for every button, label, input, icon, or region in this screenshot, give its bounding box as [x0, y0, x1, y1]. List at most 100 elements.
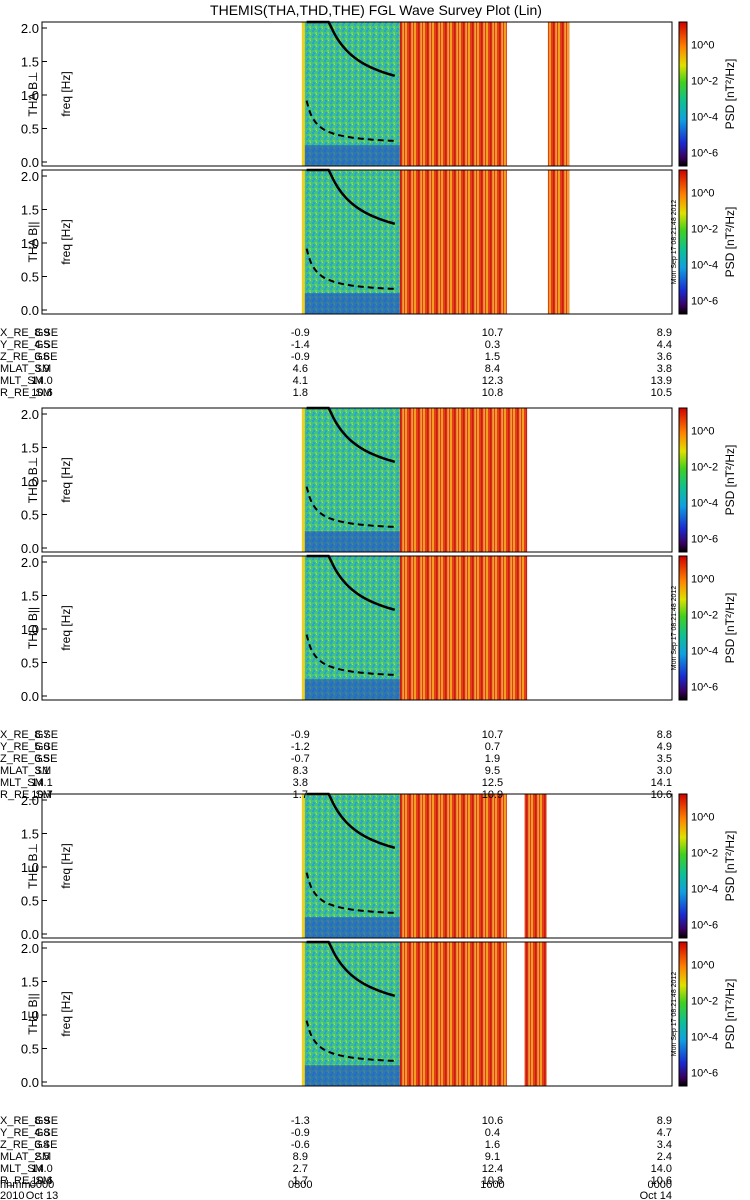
panel-frame — [41, 555, 673, 701]
ephemeris-value: 12.4 — [482, 1163, 503, 1175]
ephemeris-row-label: Z_RE_GSE — [0, 1139, 57, 1151]
panel-frame — [41, 169, 673, 315]
ephemeris-value: 1.7 — [293, 789, 308, 801]
colorbar-tick-label: 10^-6 — [691, 682, 718, 694]
ytick-label: 1.5 — [21, 441, 39, 456]
colorbar-label: PSD [nT²/Hz] — [723, 445, 737, 516]
ephemeris-value: 10.6 — [651, 789, 672, 801]
ytick-label: 1.5 — [21, 589, 39, 604]
ephemeris-value: 2.7 — [293, 1163, 308, 1175]
colorbar-tick-label: 10^-2 — [691, 848, 718, 860]
ephemeris-value: 3.8 — [293, 777, 308, 789]
ephemeris-value: 10.6 — [31, 1175, 52, 1187]
ytick-label: 0.5 — [21, 1042, 39, 1057]
ephemeris-value: 10.7 — [31, 789, 52, 801]
ytick-label: 1.5 — [21, 55, 39, 70]
ephemeris-value: 4.1 — [293, 375, 308, 387]
panel-label: THE B|| — [26, 993, 40, 1035]
freq-axis-label: freq [Hz] — [59, 71, 73, 116]
ephemeris-value: 9.1 — [485, 1151, 500, 1163]
colorbar-tick-label: 10^-4 — [691, 260, 718, 272]
ephemeris-value: 4.8 — [34, 1127, 49, 1139]
cyclotron-curve-dashed — [305, 100, 395, 142]
ephemeris-value: 10.8 — [482, 387, 503, 399]
ephemeris-value: 8.9 — [293, 1151, 308, 1163]
ephemeris-row-label: Y_RE_GSE — [0, 741, 58, 753]
data-edge — [301, 170, 305, 314]
ephemeris-value: 3.4 — [34, 1139, 49, 1151]
ytick-label: 0.0 — [21, 927, 39, 942]
ephemeris-value: -0.9 — [291, 729, 310, 741]
data-edge — [301, 556, 305, 700]
hhmm-label: hhmm — [0, 1179, 31, 1191]
time-tick-label: 1600 — [480, 1179, 504, 1191]
ytick-label: 0.0 — [21, 155, 39, 170]
ephemeris-value: 10.6 — [482, 1115, 503, 1127]
ytick-label: 2.0 — [21, 941, 39, 956]
panel-the-bperp: 0.0 0.5 1.0 1.5 2.0 THE B⊥ freq [Hz] 10^-6 10^-4… — [21, 792, 737, 942]
ephemeris-value: 8.9 — [34, 1115, 49, 1127]
ephemeris-row-label: Y_RE_GSE — [0, 1127, 58, 1139]
data-edge — [301, 22, 305, 166]
ephemeris-value: -0.9 — [291, 1127, 310, 1139]
ephemeris-row-label: R_RE_SM — [0, 1175, 52, 1187]
cyclotron-curve-dashed — [305, 248, 395, 290]
ephemeris-value: -0.9 — [291, 327, 310, 339]
colorbar-tick-label: 10^-6 — [691, 148, 718, 160]
colorbar-tick-label: 10^-6 — [691, 1068, 718, 1080]
ephemeris-value: 10.5 — [651, 387, 672, 399]
ephemeris-value: -0.6 — [291, 1139, 310, 1151]
freq-axis-label: freq [Hz] — [59, 605, 73, 650]
ephemeris-value: 3.6 — [657, 351, 672, 363]
spectrogram-quiet-region — [302, 556, 400, 700]
colorbar — [678, 555, 688, 701]
ephemeris-value: 4.7 — [657, 1127, 672, 1139]
colorbar-tick-label: 10^-2 — [691, 76, 718, 88]
colorbar-tick-label: 10^-4 — [691, 498, 718, 510]
panel-thd-bpar: 0.0 0.5 1.0 1.5 2.0 THD B|| freq [Hz] 10^-6 10^-… — [21, 554, 737, 704]
ephemeris-value: 0.4 — [485, 1127, 500, 1139]
ephemeris-row-label: Y_RE_GSE — [0, 339, 58, 351]
ephemeris-value: 10.6 — [651, 1175, 672, 1187]
ephemeris-value: 10.9 — [482, 789, 503, 801]
colorbar-tick-label: 10^0 — [691, 426, 715, 438]
panel-label: THD B|| — [26, 607, 40, 649]
ephemeris-value: 10.7 — [482, 327, 503, 339]
ephemeris-value: 3.1 — [34, 765, 49, 777]
spectrogram-active-region — [524, 942, 547, 1086]
colorbar-tick-label: 10^-4 — [691, 112, 718, 124]
ytick-label: 0.0 — [21, 1075, 39, 1090]
ytick-label: 0.5 — [21, 656, 39, 671]
ephemeris-value: 9.5 — [485, 765, 500, 777]
ephemeris-value: 3.9 — [34, 363, 49, 375]
ephemeris-value: -1.2 — [291, 741, 310, 753]
colorbar-tick-label: 10^-6 — [691, 296, 718, 308]
ytick-label: 1.0 — [21, 860, 39, 875]
colorbar — [678, 407, 688, 553]
ephemeris-value: 1.8 — [293, 387, 308, 399]
ephemeris-value: 13.9 — [651, 375, 672, 387]
panel-label: THE B⊥ — [26, 843, 40, 889]
colorbar-tick-label: 10^-4 — [691, 1032, 718, 1044]
ephemeris-value: 4.5 — [34, 339, 49, 351]
spectrogram-active-region — [399, 556, 528, 700]
ytick-label: 1.5 — [21, 975, 39, 990]
ephemeris-value: -1.4 — [291, 339, 310, 351]
ytick-label: 1.0 — [21, 622, 39, 637]
panel-label: THA B⊥ — [26, 71, 40, 116]
ephemeris-row-label: MLAT_SM — [0, 1151, 51, 1163]
ephemeris-value: -1.3 — [291, 1115, 310, 1127]
start-date-label: Oct 13 — [26, 1190, 58, 1200]
spectrogram-active-region — [399, 22, 507, 166]
ephemeris-value: 4.9 — [657, 741, 672, 753]
ephemeris-value: 14.1 — [651, 777, 672, 789]
colorbar-tick-label: 10^-4 — [691, 646, 718, 658]
ephemeris-value: 14.0 — [651, 1163, 672, 1175]
cyclotron-curve-dashed — [305, 634, 395, 676]
colorbar-label: PSD [nT²/Hz] — [723, 207, 737, 278]
ytick-label: 2.0 — [21, 169, 39, 184]
colorbar-tick-label: 10^-6 — [691, 920, 718, 932]
panel-frame — [41, 793, 673, 939]
